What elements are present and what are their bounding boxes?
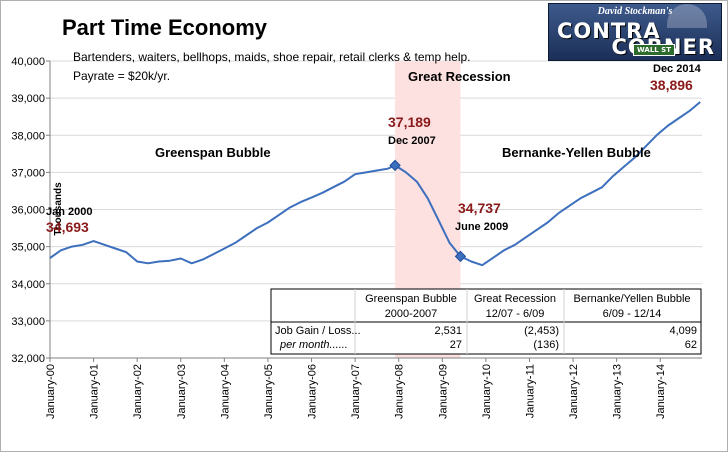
x-tick-label: January-02 xyxy=(132,364,144,419)
y-tick-label: 35,000 xyxy=(11,242,45,254)
table-cell-2-2: (136) xyxy=(533,339,559,351)
stats-table: Greenspan Bubble 2000-2007 Great Recessi… xyxy=(270,288,702,355)
data-point-marker xyxy=(389,159,401,172)
table-row-label-2: per month...... xyxy=(279,339,348,351)
y-axis-label: Thousands xyxy=(53,182,64,236)
table-col-name-2: Great Recession xyxy=(474,293,556,305)
axis-layer: 32,000 33,000 34,000 35,000 36,000 37,000 38,0… xyxy=(11,56,702,419)
x-tick-label: January-00 xyxy=(45,364,57,419)
table-cell-1-3: 4,099 xyxy=(669,325,697,337)
y-tick-label: 37,000 xyxy=(11,167,45,179)
recession-label: Great Recession xyxy=(408,69,511,84)
trough-value-label: 34,737 xyxy=(458,200,501,216)
x-tick-label: January-05 xyxy=(263,364,275,419)
table-cell-2-3: 62 xyxy=(685,339,697,351)
x-tick-label: January-13 xyxy=(612,364,624,419)
x-tick-label: January-06 xyxy=(307,364,319,419)
x-tick-label: January-11 xyxy=(524,364,536,418)
chart-subtitle: Bartenders, waiters, bellhops, maids, sh… xyxy=(73,50,471,64)
table-col-name-3: Bernanke/Yellen Bubble xyxy=(573,293,690,305)
end-date-label: Dec 2014 xyxy=(653,63,702,75)
chart-note: Payrate = $20k/yr. xyxy=(73,69,170,83)
table-col-period-3: 6/09 - 12/14 xyxy=(603,308,662,320)
start-date-label: Jan 2000 xyxy=(46,206,92,218)
logo-byline: David Stockman's xyxy=(597,6,673,17)
table-cell-1-2: (2,453) xyxy=(524,325,559,337)
x-tick-label: January-04 xyxy=(219,364,231,419)
series-line xyxy=(49,101,701,267)
table-row-label-1: Job Gain / Loss... xyxy=(275,325,361,337)
x-tick-label: January-12 xyxy=(568,364,580,419)
table-col-period-2: 12/07 - 6/09 xyxy=(486,308,545,320)
points-layer xyxy=(389,159,467,263)
y-tick-label: 33,000 xyxy=(11,316,45,328)
series-layer xyxy=(49,101,701,267)
table-cell-1-1: 2,531 xyxy=(434,325,462,337)
contra-corner-logo: David Stockman's CONTRA CORNER WALL ST xyxy=(548,3,722,61)
x-tick-label: January-01 xyxy=(89,364,101,419)
y-tick-label: 40,000 xyxy=(11,56,45,68)
y-tick-label: 34,000 xyxy=(11,279,45,291)
x-tick-label: January-10 xyxy=(481,364,493,419)
x-tick-label: January-07 xyxy=(350,364,362,419)
x-tick-label: January-14 xyxy=(655,364,667,419)
trough-date-label: June 2009 xyxy=(455,221,508,233)
greenspan-bubble-label: Greenspan Bubble xyxy=(155,145,271,160)
table-cell-2-1: 27 xyxy=(450,339,462,351)
peak-date-label: Dec 2007 xyxy=(388,135,436,147)
x-tick-label: January-03 xyxy=(176,364,188,419)
logo-word-contra: CONTRA xyxy=(557,19,661,43)
chart-title: Part Time Economy xyxy=(62,15,268,40)
table-col-period-1: 2000-2007 xyxy=(385,308,438,320)
bernanke-yellen-bubble-label: Bernanke-Yellen Bubble xyxy=(502,145,651,160)
table-col-name-1: Greenspan Bubble xyxy=(365,293,457,305)
end-value-label: 38,896 xyxy=(650,77,693,93)
x-tick-label: January-09 xyxy=(437,364,449,419)
y-tick-label: 38,000 xyxy=(11,130,45,142)
y-tick-label: 36,000 xyxy=(11,205,45,217)
y-tick-label: 39,000 xyxy=(11,93,45,105)
start-value-label: 34,693 xyxy=(46,219,89,235)
data-point-marker xyxy=(454,250,467,263)
x-tick-label: January-08 xyxy=(394,364,406,419)
peak-value-label: 37,189 xyxy=(388,114,431,130)
y-tick-label: 32,000 xyxy=(11,353,45,365)
wall-street-sign-icon: WALL ST xyxy=(633,44,675,56)
